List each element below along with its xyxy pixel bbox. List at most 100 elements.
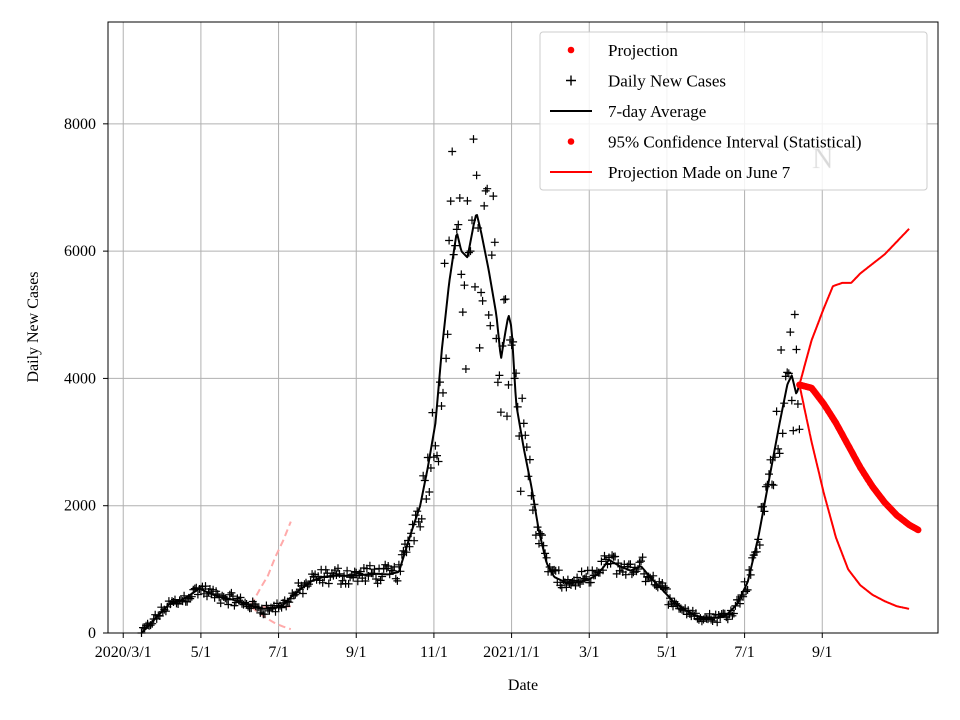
legend-label: 7-day Average bbox=[608, 102, 706, 121]
legend-label: Projection bbox=[608, 41, 678, 60]
daily-case-marker bbox=[777, 346, 786, 354]
y-tick-label: 2000 bbox=[64, 498, 96, 515]
daily-case-marker bbox=[260, 610, 269, 619]
daily-case-marker bbox=[454, 220, 463, 229]
daily-case-marker bbox=[334, 564, 342, 573]
daily-case-marker bbox=[501, 295, 510, 304]
daily-case-marker bbox=[661, 583, 670, 592]
daily-case-marker bbox=[641, 577, 650, 586]
daily-case-marker bbox=[713, 618, 722, 627]
daily-case-marker bbox=[477, 288, 486, 297]
daily-case-marker bbox=[778, 429, 787, 438]
y-ticks: 0 2000 4000 6000 8000 bbox=[64, 116, 108, 642]
daily-case-marker bbox=[586, 578, 595, 587]
daily-case-marker bbox=[353, 577, 362, 586]
projection-dot bbox=[914, 526, 922, 534]
daily-case-marker bbox=[324, 579, 333, 588]
x-tick-label: 3/1 bbox=[579, 644, 599, 661]
plot-frame bbox=[107, 21, 939, 634]
daily-case-marker bbox=[489, 192, 498, 201]
x-ticks: 2020/3/1 5/1 7/1 9/1 11/1 2021/1/1 3/1 5/1 7/1 9/… bbox=[95, 633, 832, 661]
daily-case-marker bbox=[503, 412, 511, 421]
daily-case-marker bbox=[452, 225, 461, 234]
daily-case-marker bbox=[236, 593, 245, 602]
daily-case-marker bbox=[370, 565, 379, 574]
daily-case-marker bbox=[784, 369, 793, 378]
daily-case-marker bbox=[793, 400, 802, 408]
average-line bbox=[140, 214, 801, 634]
daily-case-marker bbox=[365, 561, 374, 570]
daily-case-marker bbox=[416, 522, 425, 531]
daily-case-marker bbox=[786, 328, 795, 337]
june7-upper-bound bbox=[250, 521, 292, 606]
daily-case-marker bbox=[437, 402, 446, 410]
daily-case-marker bbox=[768, 480, 776, 489]
daily-case-marker bbox=[425, 488, 434, 496]
daily-case-marker bbox=[795, 425, 804, 434]
legend-marker-plus bbox=[566, 75, 576, 86]
daily-case-marker bbox=[390, 562, 399, 571]
daily-case-marker bbox=[372, 575, 380, 583]
daily-case-marker bbox=[789, 426, 798, 435]
y-axis-title: Daily New Cases bbox=[25, 271, 42, 382]
daily-case-marker bbox=[621, 570, 630, 579]
daily-case-marker bbox=[635, 558, 644, 567]
x-tick-label: 11/1 bbox=[420, 644, 448, 661]
daily-case-marker bbox=[487, 251, 496, 260]
ci-upper-line bbox=[798, 228, 910, 386]
daily-case-marker bbox=[216, 599, 225, 608]
daily-case-marker bbox=[697, 617, 706, 626]
daily-case-marker bbox=[469, 135, 478, 144]
daily-case-marker bbox=[493, 378, 502, 387]
daily-case-marker bbox=[433, 451, 441, 460]
daily-case-marker bbox=[376, 576, 385, 585]
daily-case-marker bbox=[649, 571, 658, 580]
daily-case-marker bbox=[480, 201, 489, 210]
daily-case-marker bbox=[611, 552, 620, 561]
daily-case-marker bbox=[792, 345, 801, 354]
daily-case-marker bbox=[271, 607, 280, 616]
daily-case-marker bbox=[384, 562, 393, 570]
daily-case-marker bbox=[282, 602, 291, 611]
daily-case-marker bbox=[344, 579, 353, 588]
x-tick-label: 2021/1/1 bbox=[483, 644, 540, 661]
daily-case-marker bbox=[521, 431, 530, 440]
daily-case-marker bbox=[775, 449, 784, 458]
daily-case-marker bbox=[393, 576, 402, 585]
daily-case-marker bbox=[504, 380, 513, 389]
daily-case-marker bbox=[318, 578, 327, 587]
daily-case-marker bbox=[519, 419, 528, 428]
daily-case-marker bbox=[203, 592, 211, 601]
daily-case-marker bbox=[790, 310, 799, 319]
daily-case-marker bbox=[321, 565, 330, 574]
daily-case-marker bbox=[662, 585, 671, 593]
daily-case-marker bbox=[525, 455, 534, 464]
daily-case-marker bbox=[343, 566, 352, 575]
x-axis-title: Date bbox=[508, 677, 538, 694]
legend-label: Daily New Cases bbox=[608, 72, 726, 91]
average-line-layer bbox=[140, 214, 801, 634]
legend: Projection Daily New Cases 7-day Average 95… bbox=[539, 31, 928, 191]
daily-case-marker bbox=[448, 147, 457, 156]
daily-case-marker bbox=[201, 582, 210, 591]
daily-case-marker bbox=[475, 343, 484, 352]
daily-case-marker bbox=[417, 514, 426, 523]
daily-case-marker bbox=[483, 184, 492, 193]
y-tick-label: 8000 bbox=[64, 116, 96, 133]
daily-case-marker bbox=[600, 551, 609, 560]
daily-case-marker bbox=[446, 197, 455, 206]
daily-case-marker bbox=[443, 330, 452, 339]
daily-case-marker bbox=[410, 536, 419, 545]
legend-label: Projection Made on June 7 bbox=[608, 163, 791, 182]
daily-case-marker bbox=[461, 365, 470, 373]
daily-case-marker bbox=[597, 557, 606, 566]
daily-case-marker bbox=[769, 481, 778, 490]
ci-lower-line bbox=[798, 384, 910, 610]
daily-case-marker bbox=[471, 282, 479, 291]
daily-case-marker bbox=[434, 457, 443, 466]
daily-case-marker bbox=[783, 368, 792, 377]
daily-case-marker bbox=[463, 196, 472, 205]
legend-box bbox=[539, 31, 928, 191]
daily-case-marker bbox=[484, 311, 493, 319]
daily-case-marker bbox=[573, 573, 582, 582]
